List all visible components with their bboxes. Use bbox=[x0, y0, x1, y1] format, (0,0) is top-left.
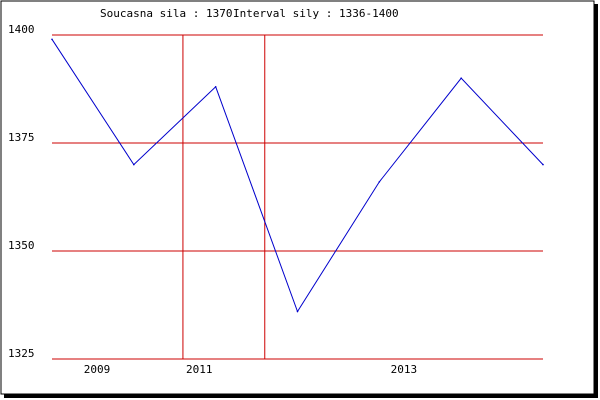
x-axis-tick-labels: 2009 2011 2013 bbox=[84, 363, 417, 376]
y-axis-tick-labels: 1325 1350 1375 1400 bbox=[8, 23, 35, 360]
data-point-0-2 bbox=[214, 86, 217, 88]
x-tick-label-0: 2009 bbox=[84, 363, 111, 376]
horizontal-gridlines bbox=[52, 34, 543, 360]
strength-interval-label: Interval sily : 1336-1400 bbox=[233, 7, 399, 20]
data-point-0-6 bbox=[542, 163, 544, 166]
data-point-0-1 bbox=[133, 163, 135, 166]
x-tick-label-1: 2011 bbox=[186, 363, 213, 376]
frame-border bbox=[0, 0, 595, 395]
y-tick-label-0: 1325 bbox=[8, 347, 35, 360]
x-tick-label-2: 2013 bbox=[391, 363, 418, 376]
y-tick-label-2: 1375 bbox=[8, 131, 35, 144]
data-point-0-0 bbox=[51, 38, 53, 41]
data-point-0-5 bbox=[460, 77, 462, 79]
current-strength-label: Soucasna sila : 1370 bbox=[100, 7, 232, 20]
data-point-0-4 bbox=[378, 181, 381, 183]
series-layer bbox=[51, 38, 544, 313]
vertical-gridlines bbox=[182, 35, 266, 359]
y-tick-label-1: 1350 bbox=[8, 239, 35, 252]
data-point-0-3 bbox=[296, 310, 299, 313]
y-tick-label-3: 1400 bbox=[8, 23, 35, 36]
